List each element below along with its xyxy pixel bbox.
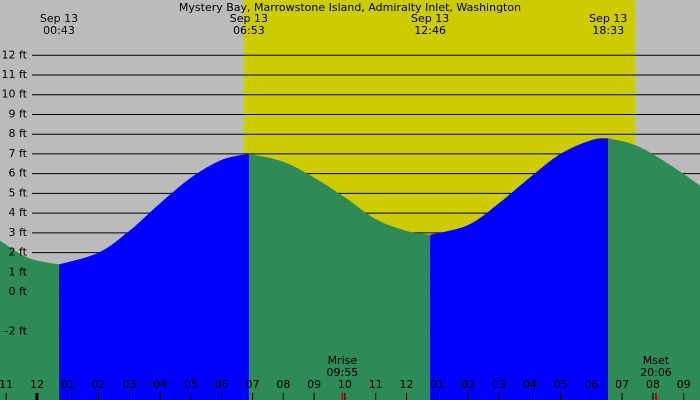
moon-label: Mset xyxy=(643,354,670,367)
x-tick-label: 03 xyxy=(492,378,506,391)
moon-time: 09:55 xyxy=(327,366,359,379)
y-tick-label: 6 ft xyxy=(9,167,28,180)
area-layer xyxy=(0,138,700,400)
x-tick-label: 09 xyxy=(677,378,691,391)
x-tick-label: 05 xyxy=(184,378,198,391)
moon-time: 20:06 xyxy=(640,366,672,379)
x-tick-label: 06 xyxy=(584,378,598,391)
y-tick-label: 9 ft xyxy=(9,107,28,120)
tide-area xyxy=(59,153,249,400)
y-tick-label: 10 ft xyxy=(2,88,28,101)
x-tick-label: 10 xyxy=(338,378,352,391)
x-tick-label: 11 xyxy=(0,378,13,391)
extreme-date: Sep 13 xyxy=(230,12,268,25)
y-tick-label: 3 ft xyxy=(9,226,28,239)
x-tick-label: 07 xyxy=(615,378,629,391)
extreme-date: Sep 13 xyxy=(411,12,449,25)
y-tick-label: 12 ft xyxy=(2,48,28,61)
x-tick-label: 01 xyxy=(430,378,444,391)
x-tick-label: 03 xyxy=(122,378,136,391)
x-tick-label: 08 xyxy=(646,378,660,391)
y-tick-label: 1 ft xyxy=(9,265,28,278)
x-tick-label: 11 xyxy=(369,378,383,391)
x-tick-label: 02 xyxy=(92,378,106,391)
extreme-time: 12:46 xyxy=(414,24,446,37)
y-tick-label: 4 ft xyxy=(9,206,28,219)
x-tick-label: 12 xyxy=(30,378,44,391)
tide-area xyxy=(608,138,700,400)
y-tick-label: -2 ft xyxy=(5,325,28,338)
y-tick-label: 2 ft xyxy=(9,246,28,259)
y-tick-label: 5 ft xyxy=(9,186,28,199)
extreme-time: 00:43 xyxy=(43,24,75,37)
x-tick-label: 12 xyxy=(400,378,414,391)
tide-area xyxy=(0,240,60,400)
x-tick-label: 04 xyxy=(523,378,537,391)
extreme-date: Sep 13 xyxy=(40,12,78,25)
x-tick-label: 09 xyxy=(307,378,321,391)
y-tick-label: 0 ft xyxy=(9,285,28,298)
x-tick-label: 06 xyxy=(215,378,229,391)
x-tick-label: 01 xyxy=(61,378,75,391)
tide-area xyxy=(430,138,609,400)
moon-label: Mrise xyxy=(328,354,358,367)
extreme-time: 18:33 xyxy=(592,24,624,37)
y-tick-label: 11 ft xyxy=(2,68,28,81)
extreme-time: 06:53 xyxy=(233,24,265,37)
x-tick-label: 04 xyxy=(153,378,167,391)
y-tick-label: 8 ft xyxy=(9,127,28,140)
y-tick-label: 7 ft xyxy=(9,147,28,160)
x-tick-label: 02 xyxy=(461,378,475,391)
x-tick-label: 05 xyxy=(553,378,567,391)
x-tick-label: 08 xyxy=(276,378,290,391)
tide-area xyxy=(248,153,431,400)
x-tick-label: 07 xyxy=(246,378,260,391)
chart-title: Mystery Bay, Marrowstone Island, Admiral… xyxy=(179,1,521,14)
extreme-date: Sep 13 xyxy=(589,12,627,25)
